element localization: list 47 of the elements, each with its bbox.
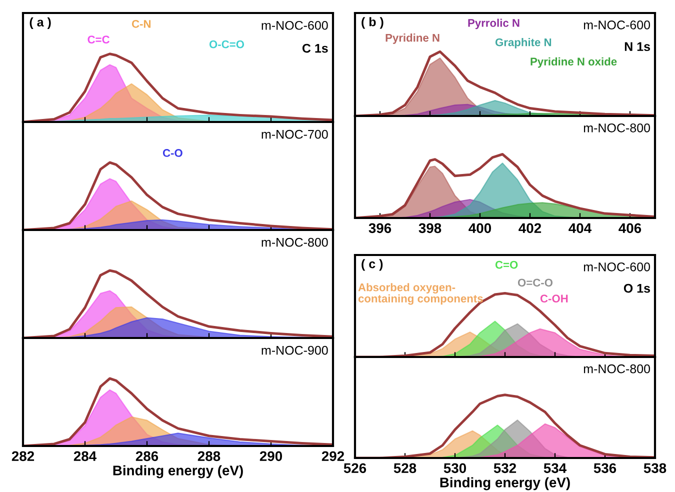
x-tick-label: 288: [198, 451, 220, 462]
text: ( c ): [362, 259, 383, 271]
chart-subtitle: O 1s: [624, 284, 650, 293]
text: C=O: [495, 260, 518, 269]
text: ( a ): [30, 17, 51, 30]
x-tick-label: 526: [344, 463, 366, 474]
x-tick-label: 406: [618, 223, 642, 234]
x-tick-label: 282: [12, 451, 34, 462]
text: C-OH: [540, 294, 568, 303]
x-tick-label: 286: [136, 451, 158, 462]
chart-title: m-NOC-800: [584, 123, 650, 132]
chart-title: m-NOC-800: [584, 364, 650, 374]
x-tick-label: 532: [494, 463, 516, 474]
text: Pyrrolic N: [468, 18, 520, 30]
text: ( b ): [362, 17, 384, 29]
x-tick-label: 402: [518, 223, 542, 234]
x-axis-title: Binding energy (eV): [440, 477, 570, 490]
series-label: Pyridine N: [386, 34, 440, 44]
chart-title: m-NOC-800: [262, 238, 328, 247]
x-tick-label: 400: [468, 223, 492, 234]
text: O-C=O: [209, 40, 244, 48]
chart-title: m-NOC-600: [584, 20, 650, 30]
text: Graphite N: [495, 38, 552, 48]
text: Pyridine N oxide: [530, 57, 617, 68]
text: O=C-O: [518, 278, 553, 287]
x-tick-label: 396: [368, 223, 392, 234]
chart-subtitle: C 1s: [302, 44, 328, 53]
chart-title: m-NOC-600: [584, 262, 650, 272]
x-tick-label: 528: [394, 463, 416, 474]
x-tick-label: 290: [260, 451, 282, 462]
x-tick-label: 404: [568, 223, 592, 234]
chart-subtitle: N 1s: [624, 42, 650, 52]
text: C-N: [132, 20, 150, 28]
text: Absorbed oxygen- containing components: [358, 283, 483, 305]
chart-title: m-NOC-700: [262, 130, 328, 139]
x-tick-label: 538: [644, 463, 666, 474]
x-tick-label: 292: [322, 451, 344, 462]
x-tick-label: 284: [74, 451, 97, 462]
x-axis-title: Binding energy (eV): [113, 465, 243, 478]
chart-title: m-NOC-600: [262, 20, 328, 30]
text: C-O: [162, 149, 182, 157]
x-tick-label: 530: [444, 463, 466, 474]
x-tick-label: 536: [594, 463, 616, 474]
chart-title: m-NOC-900: [262, 346, 328, 355]
x-tick-label: 534: [544, 463, 567, 474]
x-tick-label: 398: [418, 223, 442, 234]
series-label: C=C: [88, 36, 110, 44]
